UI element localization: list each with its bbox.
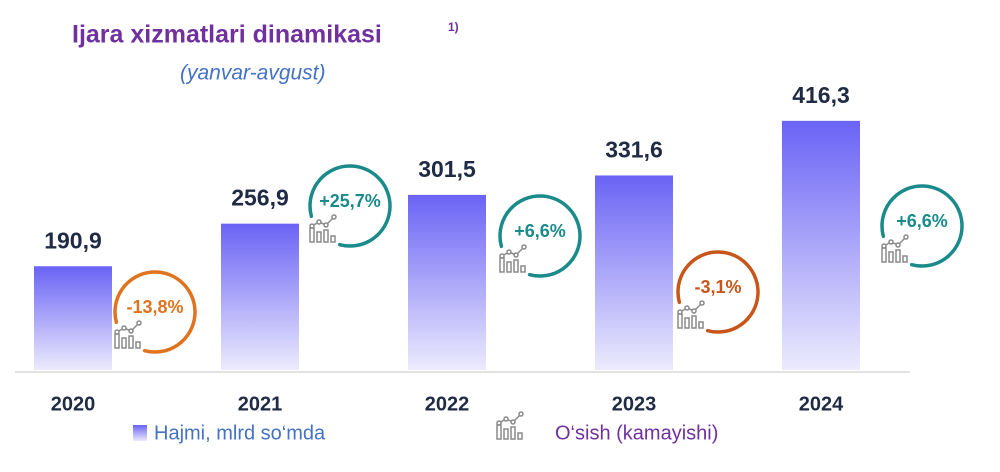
icon-bar [316,231,322,243]
icon-dot [691,308,697,314]
icon-dot [521,244,527,250]
icon-dot [895,242,901,248]
icon-bar [503,428,509,440]
icon-bar [902,255,908,263]
title-note: 1) [448,20,459,34]
icon-dot [510,419,516,425]
icon-dot [128,328,134,334]
icon-bar [128,335,134,349]
icon-bar [121,337,127,349]
icon-bar [513,259,519,273]
value-label: 256,9 [231,185,289,211]
icon-dot [699,300,705,306]
icon-dot [323,222,329,228]
icon-dot [903,234,909,240]
growth-icon [496,411,524,440]
icon-bar [691,315,697,329]
growth-icon [677,300,705,329]
icon-bar [135,341,141,349]
icon-dot [518,411,524,417]
growth-arc [308,164,392,248]
icon-dot [677,309,683,315]
icon-bar [520,265,526,273]
bar [408,194,486,370]
icon-dot [513,252,519,258]
legend-label: O‘sish (kamayishi) [555,422,718,444]
value-label: 331,6 [605,137,663,163]
legend-swatch [133,425,147,441]
x-tick-label: 2024 [799,393,844,415]
chart-title: Ijara xizmatlari dinamikasi [72,21,382,49]
icon-dot [881,243,887,249]
growth-label: -13,8% [126,297,183,317]
icon-line [883,236,907,247]
growth-icon [114,320,142,349]
growth-icon [881,234,909,263]
icon-dot [496,420,502,426]
growth-arc [498,194,582,278]
icon-line [116,322,140,333]
icon-dot [316,219,322,225]
growth-label: +25,7% [319,191,381,211]
bar [595,175,673,370]
icon-dot [121,325,127,331]
icon-dot [331,214,337,220]
icon-dot [506,249,512,255]
icon-bar [506,261,512,273]
icon-dot [309,223,315,229]
icon-bar [114,333,120,349]
icon-dot [114,329,120,335]
growth-label: -3,1% [694,277,741,297]
icon-bar [881,247,887,263]
icon-bar [309,227,315,243]
icon-line [501,246,525,257]
icon-bar [888,251,894,263]
value-label: 301,5 [418,156,476,182]
icon-dot [684,305,690,311]
x-tick-label: 2022 [425,393,470,415]
growth-label: +6,6% [514,221,566,241]
icon-bar [895,249,901,263]
icon-dot [499,253,505,259]
icon-bar [698,321,704,329]
growth-label: +6,6% [896,211,948,231]
chart-subtitle: (yanvar-avgust) [180,62,326,85]
icon-bar [684,317,690,329]
icon-dot [888,239,894,245]
icon-dot [503,416,509,422]
icon-bar [496,424,502,440]
x-tick-label: 2020 [51,393,96,415]
x-tick-label: 2023 [612,393,657,415]
growth-icon [309,214,337,243]
icon-line [498,413,522,424]
growth-arc [113,270,197,354]
icon-bar [499,257,505,273]
icon-bar [517,432,523,440]
icon-bar [677,313,683,329]
value-label: 416,3 [792,82,850,108]
icon-line [311,216,335,227]
bar [34,266,112,370]
growth-arc [880,184,964,268]
legend-label: Hajmi, mlrd so‘mda [154,422,326,444]
bar [221,223,299,370]
growth-icon [499,244,527,273]
icon-line [679,302,703,313]
icon-dot [136,320,142,326]
x-tick-label: 2021 [238,393,283,415]
icon-bar [323,229,329,243]
icon-bar [510,426,516,440]
bar [782,120,860,370]
value-label: 190,9 [44,227,102,253]
growth-arc [676,250,760,334]
icon-bar [330,235,336,243]
